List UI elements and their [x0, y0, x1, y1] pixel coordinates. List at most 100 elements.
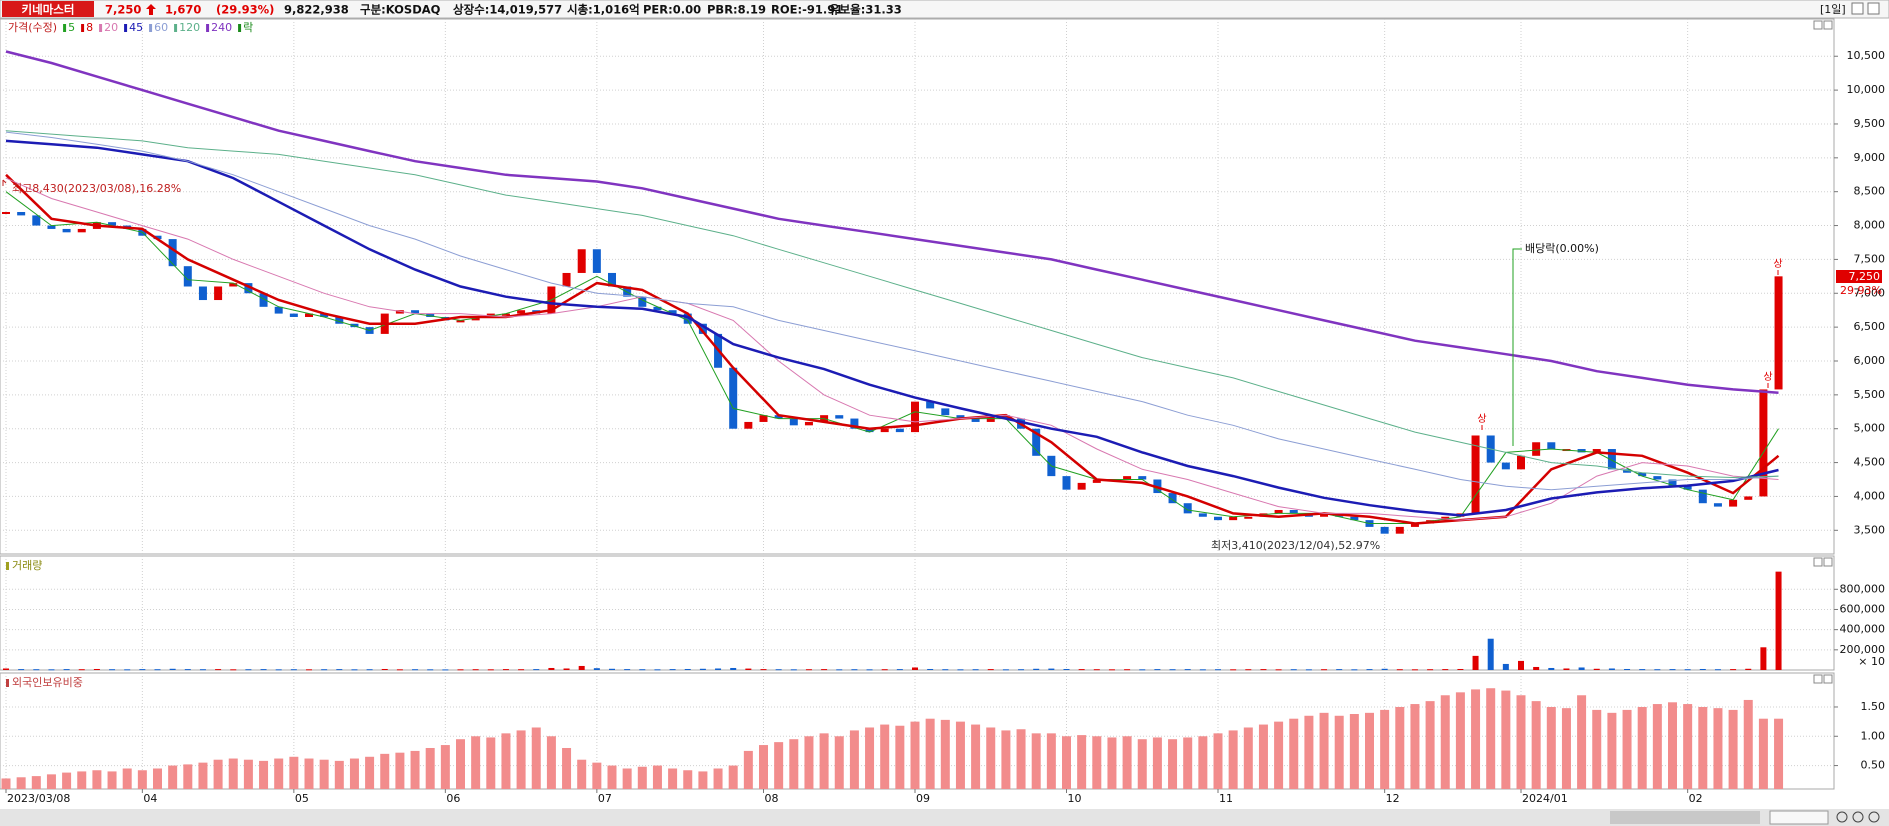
candle — [941, 408, 950, 416]
bar — [654, 669, 661, 671]
name-box — [2, 1, 94, 17]
limit-up-mark: 상 — [1773, 258, 1782, 270]
candle — [1229, 516, 1238, 521]
bar — [109, 669, 116, 671]
candle — [517, 310, 526, 314]
bar — [1699, 668, 1706, 670]
zoom-slider[interactable] — [1769, 810, 1829, 825]
bar — [168, 765, 178, 789]
candle — [1092, 479, 1101, 483]
candle — [729, 367, 738, 429]
bar — [1578, 667, 1585, 670]
bar — [336, 669, 343, 671]
candle — [1168, 493, 1177, 504]
candle — [1138, 476, 1147, 480]
candle — [926, 401, 935, 409]
y-tick-label: 9,000 — [1854, 151, 1886, 164]
x-tick-label: 04 — [143, 792, 157, 805]
candle — [789, 418, 798, 426]
bar — [639, 669, 646, 671]
dividend-annotation: 배당락(0.00%) — [1525, 242, 1599, 255]
candle — [1077, 482, 1086, 490]
bar — [942, 669, 949, 671]
bar — [228, 758, 238, 789]
bar — [715, 668, 722, 670]
panel-button — [1813, 557, 1823, 567]
bar — [1622, 709, 1632, 789]
bar — [1425, 701, 1435, 789]
bar — [1396, 669, 1403, 671]
legend-swatch — [63, 24, 67, 32]
bar — [607, 765, 617, 789]
bar — [154, 669, 161, 671]
bar — [321, 669, 328, 671]
bar — [971, 724, 981, 789]
candle — [2, 212, 10, 215]
legend-swatch — [149, 24, 153, 32]
candle — [1410, 523, 1419, 527]
bar — [1093, 669, 1100, 671]
legend-swatch — [238, 24, 242, 32]
bar — [1457, 668, 1464, 670]
bar — [304, 758, 314, 789]
x-tick-label: 08 — [765, 792, 779, 805]
candle — [1274, 509, 1283, 514]
stock-name: 키네마스터 — [22, 3, 75, 17]
candle — [1759, 389, 1768, 497]
y-tick-label: 1.00 — [1861, 729, 1886, 742]
zoom-in[interactable] — [1836, 811, 1848, 823]
legend-entry: 5 — [68, 21, 75, 34]
bar — [1152, 737, 1162, 789]
change-rate: (29.93%) — [216, 3, 274, 17]
bar — [1380, 709, 1390, 789]
y-tick-label: 7,500 — [1854, 252, 1886, 265]
bar — [1169, 669, 1176, 671]
bar — [1637, 706, 1647, 789]
bar — [955, 721, 965, 789]
scroll-thumb[interactable] — [1610, 811, 1760, 824]
bar — [1669, 669, 1676, 671]
bar — [577, 759, 587, 789]
bar — [440, 745, 450, 789]
bar — [1471, 689, 1481, 789]
candle — [698, 323, 707, 334]
zoom-reset[interactable] — [1868, 811, 1880, 823]
zoom-out[interactable] — [1852, 811, 1864, 823]
candle — [880, 428, 889, 433]
bar — [1046, 733, 1056, 789]
high-annotation: 최고8,430(2023/03/08),16.28% — [12, 182, 181, 195]
candle — [501, 313, 510, 316]
legend-swatch — [81, 24, 85, 32]
bar — [698, 771, 708, 789]
bar — [289, 756, 299, 789]
per: PER:0.00 — [643, 3, 701, 17]
bar — [1774, 718, 1784, 789]
legend-swatch — [174, 24, 178, 32]
close-button[interactable] — [1867, 2, 1880, 15]
bar — [1548, 667, 1555, 670]
bar — [1486, 688, 1496, 789]
candle — [335, 316, 344, 324]
candle — [426, 313, 435, 317]
bar — [1760, 647, 1767, 670]
candle — [1668, 479, 1677, 487]
candle — [395, 310, 404, 314]
bar — [910, 721, 920, 789]
bar — [183, 764, 193, 789]
y-tick-label: 200,000 — [1840, 643, 1886, 656]
bar — [1274, 721, 1284, 789]
bar — [957, 669, 964, 671]
bar — [1002, 669, 1009, 671]
minimize-button[interactable] — [1851, 2, 1864, 15]
bar — [760, 669, 767, 671]
bar — [1018, 669, 1025, 671]
bar — [124, 669, 131, 671]
market-cap: 시총:1,016억 — [567, 3, 640, 17]
period-button[interactable]: [1일] — [1820, 2, 1846, 16]
bar — [1243, 727, 1253, 789]
bar — [1215, 669, 1221, 671]
bar — [1260, 669, 1267, 671]
candle — [1623, 469, 1632, 473]
x-tick-label: 06 — [446, 792, 460, 805]
x-tick-label: 02 — [1689, 792, 1703, 805]
